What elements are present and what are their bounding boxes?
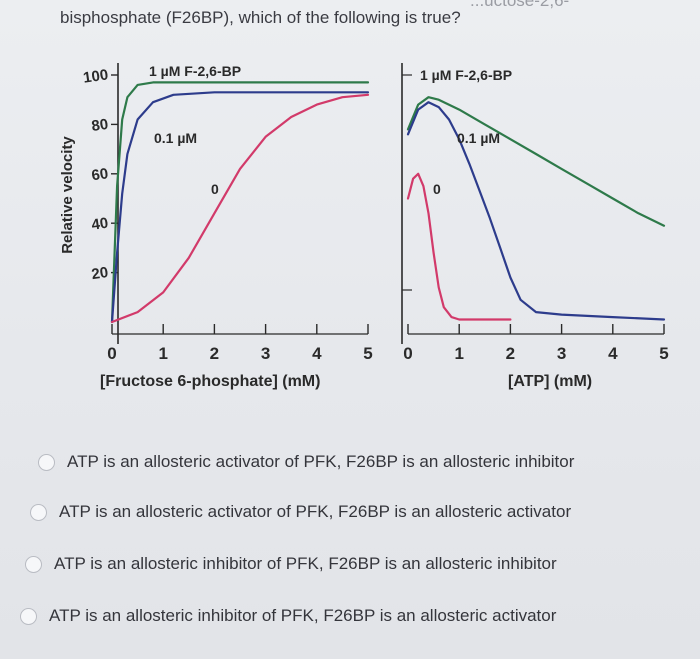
x-axis-label: [Fructose 6-phosphate] (mM)	[100, 373, 320, 390]
x-tick-label: 2	[506, 344, 515, 363]
x-tick-label: 4	[608, 344, 618, 363]
answer-option-4[interactable]: ATP is an allosteric inhibitor of PFK, F…	[20, 606, 556, 626]
x-tick-label: 4	[312, 344, 322, 363]
x-tick-label: 0	[107, 344, 116, 363]
x-tick-label: 3	[261, 344, 270, 363]
question-cut-text: ...uctose-2,6-	[470, 0, 570, 10]
y-tick-label: 20	[90, 264, 109, 283]
x-tick-label: 1	[158, 344, 167, 363]
answer-option-label: ATP is an allosteric inhibitor of PFK, F…	[49, 606, 557, 625]
series-line-1	[406, 96, 666, 227]
radio-button-icon[interactable]	[20, 607, 37, 625]
y-axis-label: Relative velocity	[59, 136, 76, 254]
y-tick-label: 40	[90, 215, 109, 234]
question-text: bisphosphate (F26BP), which of the follo…	[60, 8, 461, 27]
series-label: 0	[211, 181, 219, 197]
x-tick-label: 3	[557, 344, 566, 363]
answer-option-label: ATP is an allosteric activator of PFK, F…	[67, 452, 575, 471]
series-label: 1 µM F-2,6-BP	[149, 63, 241, 79]
answer-option-label: ATP is an allosteric inhibitor of PFK, F…	[54, 554, 557, 573]
y-tick-label: 60	[90, 165, 109, 184]
x-axis-label: [ATP] (mM)	[508, 373, 592, 390]
series-line-2	[110, 91, 370, 324]
x-tick-label: 1	[454, 344, 463, 363]
x-tick-label: 5	[659, 344, 668, 363]
series-label: 0.1 µM	[154, 130, 197, 146]
series-label: 0	[433, 181, 441, 197]
series-label: 0.1 µM	[457, 130, 500, 146]
series-line-3	[406, 172, 512, 321]
x-tick-label: 5	[363, 344, 372, 363]
series-label: 1 µM F-2,6-BP	[420, 67, 512, 83]
x-tick-label: 2	[210, 344, 219, 363]
answer-option-2[interactable]: ATP is an allosteric activator of PFK, F…	[30, 502, 571, 522]
answer-option-3[interactable]: ATP is an allosteric inhibitor of PFK, F…	[25, 554, 557, 574]
answer-option-1[interactable]: ATP is an allosteric activator of PFK, F…	[38, 452, 574, 472]
y-tick-label: 100	[82, 66, 109, 86]
answer-option-label: ATP is an allosteric activator of PFK, F…	[59, 502, 572, 521]
series-line-3	[110, 93, 370, 324]
x-tick-label: 0	[403, 344, 412, 363]
series-line-2	[406, 101, 666, 321]
radio-button-icon[interactable]	[38, 453, 55, 471]
radio-button-icon[interactable]	[25, 555, 42, 573]
radio-button-icon[interactable]	[30, 503, 47, 521]
y-tick-label: 80	[90, 116, 109, 135]
series-line-1	[110, 81, 370, 324]
